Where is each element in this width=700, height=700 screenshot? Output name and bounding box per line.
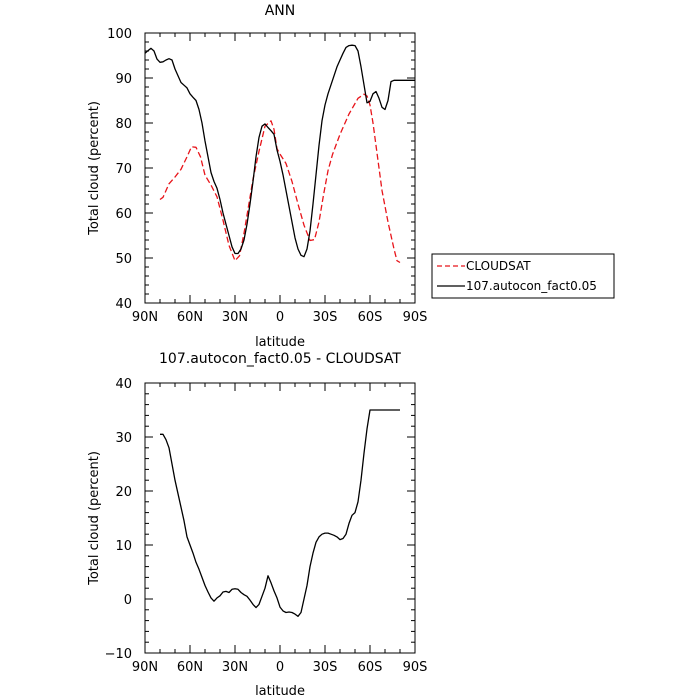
- x-tick-label: 60S: [358, 310, 383, 325]
- plot-frame: [144, 382, 416, 654]
- y-axis-label: Total cloud (percent): [87, 451, 102, 586]
- chart-title: ANN: [265, 3, 296, 19]
- x-axis-label: latitude: [255, 335, 305, 350]
- series-line-107-autocon-fact0-05: [144, 44, 415, 258]
- y-tick-label: 20: [115, 485, 132, 500]
- series-group: [144, 44, 415, 264]
- x-tick-label: 30N: [222, 660, 248, 675]
- x-tick-label: 90S: [403, 660, 428, 675]
- plot-frame: [144, 32, 416, 304]
- y-tick-label: −10: [105, 647, 132, 662]
- x-tick-label: 30N: [222, 310, 248, 325]
- x-tick-label: 30S: [313, 660, 338, 675]
- y-tick-label: 40: [115, 297, 132, 312]
- legend-label-model: 107.autocon_fact0.05: [466, 279, 597, 293]
- y-axis-label: Total cloud (percent): [87, 101, 102, 236]
- x-axis-label: latitude: [255, 684, 305, 699]
- series-line-difference: [160, 409, 400, 617]
- x-tick-label: 90S: [403, 310, 428, 325]
- axis-ticks: 90N 60N 30N 0 30S 60S 90S 40 50 60 70 80 90 100: [107, 27, 427, 325]
- panel-bottom: 107.autocon_fact0.05 - CLOUDSAT latitude…: [87, 351, 427, 699]
- y-tick-label: 0: [124, 593, 132, 608]
- legend: CLOUDSAT 107.autocon_fact0.05: [431, 253, 615, 299]
- axis-ticks: 90N 60N 30N 0 30S 60S 90S −10 0 10 20 30 40: [105, 377, 428, 675]
- y-tick-label: 80: [115, 117, 132, 132]
- y-tick-label: 70: [115, 162, 132, 177]
- x-tick-label: 90N: [132, 310, 158, 325]
- x-tick-label: 90N: [132, 660, 158, 675]
- x-tick-label: 60N: [177, 660, 203, 675]
- series-line-cloudsat: [159, 93, 401, 264]
- x-tick-label: 0: [276, 310, 284, 325]
- legend-box: [431, 253, 615, 299]
- y-tick-label: 90: [115, 72, 132, 87]
- legend-label-cloudsat: CLOUDSAT: [466, 259, 531, 273]
- x-tick-label: 30S: [313, 310, 338, 325]
- y-tick-label: 10: [115, 539, 132, 554]
- y-tick-label: 60: [115, 207, 132, 222]
- panel-top: ANN latitude Total cloud (percent) 90N 60…: [87, 3, 427, 350]
- y-tick-label: 40: [115, 377, 132, 392]
- y-tick-label: 50: [115, 252, 132, 267]
- series-group: [160, 409, 400, 617]
- y-tick-label: 30: [115, 431, 132, 446]
- y-tick-label: 100: [107, 27, 132, 42]
- x-tick-label: 0: [276, 660, 284, 675]
- x-tick-label: 60S: [358, 660, 383, 675]
- x-tick-label: 60N: [177, 310, 203, 325]
- chart-title: 107.autocon_fact0.05 - CLOUDSAT: [159, 351, 401, 367]
